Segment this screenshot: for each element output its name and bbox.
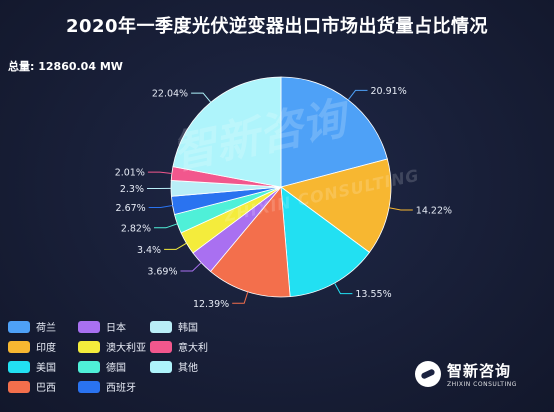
legend-label: 日本 — [106, 323, 126, 334]
legend-label: 荷兰 — [36, 323, 56, 334]
legend-item[interactable]: 西班牙 — [78, 380, 150, 394]
legend-item[interactable]: 其他 — [150, 360, 220, 374]
total-label: 总量: 12860.04 MW — [8, 60, 123, 73]
legend-label: 西班牙 — [106, 383, 136, 394]
legend-item[interactable]: 巴西 — [8, 380, 78, 394]
brand-logo: 智新咨询 ZHIXIN CONSULTING — [415, 360, 517, 388]
legend-label: 意大利 — [178, 343, 208, 354]
pie-label-7: 2.67% — [116, 203, 146, 214]
legend-label: 澳大利亚 — [106, 343, 146, 354]
pie-leader-3 — [232, 291, 249, 304]
legend-swatch — [78, 340, 100, 353]
legend-label: 美国 — [36, 363, 56, 374]
legend-swatch — [78, 360, 100, 373]
pie-label-2: 13.55% — [355, 289, 391, 300]
legend-swatch — [78, 380, 100, 393]
legend-item[interactable]: 美国 — [8, 360, 78, 374]
pie-leader-9 — [147, 171, 172, 174]
legend-item[interactable]: 印度 — [8, 340, 78, 354]
pie-leader-6 — [154, 223, 178, 229]
pie-label-9: 2.01% — [115, 168, 145, 179]
legend-item[interactable]: 日本 — [78, 320, 150, 334]
legend-swatch — [8, 380, 30, 393]
pie-label-1: 14.22% — [416, 206, 452, 217]
pie-slice-2 — [280, 186, 371, 298]
pie-leader-2 — [334, 282, 353, 295]
legend-label: 其他 — [178, 363, 198, 374]
legend-item[interactable]: 德国 — [78, 360, 150, 374]
pie-label-4: 3.69% — [147, 267, 177, 278]
pie-slice-10 — [172, 76, 282, 188]
pie-label-3: 12.39% — [193, 299, 229, 310]
legend-label: 德国 — [106, 363, 126, 374]
brand-name: 智新咨询 — [447, 362, 512, 380]
pie-label-5: 3.4% — [137, 245, 161, 256]
legend-swatch — [78, 320, 100, 333]
brand-tagline: ZHIXIN CONSULTING — [447, 381, 517, 388]
legend-item[interactable]: 意大利 — [150, 340, 220, 354]
pie-leader-4 — [180, 262, 202, 272]
pie-slice-3 — [209, 185, 291, 298]
legend-swatch — [150, 320, 172, 333]
legend-swatch — [8, 340, 30, 353]
legend-label: 印度 — [36, 343, 56, 354]
pie-leader-10 — [191, 92, 212, 103]
pie-slice-0 — [280, 76, 388, 188]
brand-logo-icon — [415, 361, 441, 387]
legend-swatch — [150, 360, 172, 373]
chart-title: 2020年一季度光伏逆变器出口市场出货量占比情况 — [65, 16, 489, 37]
legend-swatch — [150, 340, 172, 353]
pie-leader-0 — [347, 89, 368, 101]
pie-leader-7 — [148, 205, 173, 208]
legend-label: 巴西 — [36, 383, 56, 394]
pie-label-0: 20.91% — [371, 86, 407, 97]
legend-swatch — [8, 360, 30, 373]
legend-item[interactable]: 韩国 — [150, 320, 220, 334]
legend-item[interactable]: 荷兰 — [8, 320, 78, 334]
legend-swatch — [8, 320, 30, 333]
legend-item[interactable]: 澳大利亚 — [78, 340, 150, 354]
pie-leader-1 — [388, 207, 413, 211]
pie-label-10: 22.04% — [152, 89, 188, 100]
pie-leader-5 — [164, 242, 187, 250]
chart-legend: 荷兰 日本 韩国印度 澳大利亚 意大利美国 德国 其他巴西 西班牙 — [8, 320, 308, 394]
pie-label-6: 2.82% — [121, 223, 151, 234]
pie-label-8: 2.3% — [120, 184, 144, 195]
legend-label: 韩国 — [178, 323, 198, 334]
